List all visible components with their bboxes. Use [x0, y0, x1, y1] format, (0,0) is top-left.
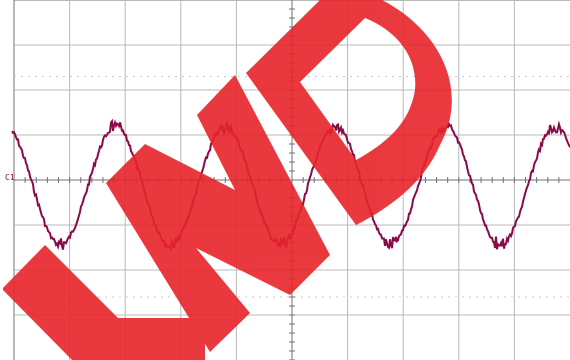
watermark-letter-e — [3, 245, 205, 360]
watermark-letter-e-bar — [60, 277, 135, 352]
end-watermark — [3, 0, 452, 360]
watermark-letter-d — [246, 0, 452, 225]
channel-1-marker: C1 — [5, 173, 15, 182]
watermark-letter-n — [106, 75, 330, 352]
